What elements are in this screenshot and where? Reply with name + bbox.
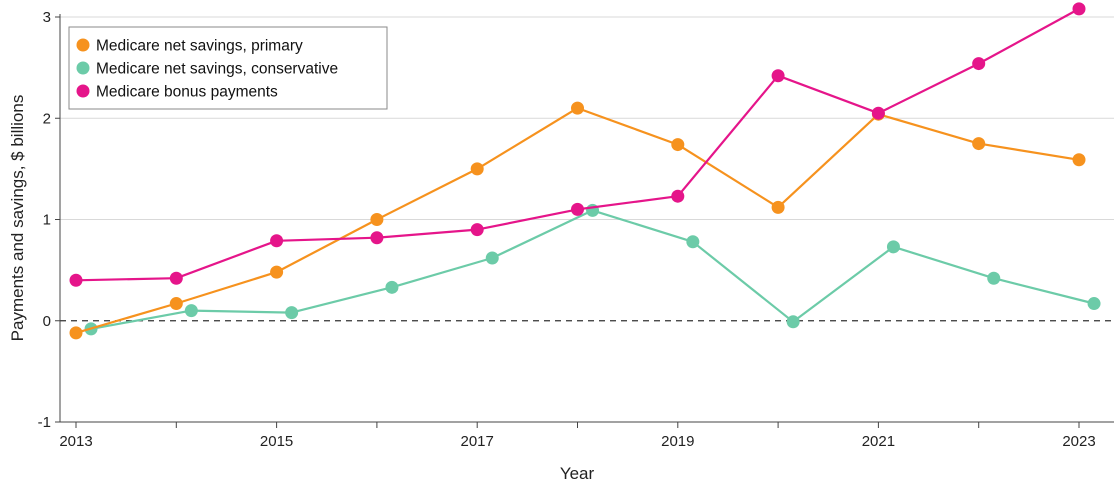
x-tick-labels: 2013 2015 2017 2019 2021 2023 [59,433,1095,450]
x-tick-label: 2023 [1062,433,1095,450]
series-line-primary [75,106,1080,334]
data-point-primary [972,137,986,151]
series-group [69,2,1101,340]
data-point-primary [69,326,83,340]
data-point-primary [470,162,484,176]
data-point-bonus [470,223,484,237]
data-point-conservative [686,235,700,249]
data-point-primary [771,200,785,214]
legend-marker-primary [76,38,90,52]
x-tick-label: 2013 [59,433,92,450]
data-point-conservative [184,304,198,318]
data-point-bonus [671,189,685,203]
x-tick-label: 2015 [260,433,293,450]
y-tick-label: 2 [43,110,51,127]
data-point-conservative [886,240,900,254]
data-point-bonus [871,106,885,120]
legend-label-bonus: Medicare bonus payments [96,84,278,101]
y-tick-label: 3 [43,9,51,26]
data-point-conservative [987,271,1001,285]
data-point-primary [370,213,384,226]
series-bonus [69,2,1086,287]
legend-marker-bonus [76,84,90,98]
legend: Medicare net savings, primary Medicare n… [68,26,388,110]
data-point-bonus [771,69,785,83]
data-point-conservative [385,280,399,294]
data-point-bonus [169,271,183,285]
data-point-primary [671,138,685,152]
y-tick-label: -1 [38,414,51,431]
legend-label-conservative: Medicare net savings, conservative [96,61,338,78]
data-point-conservative [1087,297,1101,311]
y-axis-title: Payments and savings, $ billions [8,95,27,342]
x-tick-label: 2019 [661,433,694,450]
x-axis-title: Year [560,464,595,483]
data-point-primary [571,101,584,115]
y-tick-labels: -1 0 1 2 3 [38,9,51,431]
x-tick-label: 2017 [461,433,494,450]
data-point-primary [270,265,284,279]
x-tick-label: 2021 [862,433,895,450]
y-tick-label: 0 [43,313,51,330]
y-tick-label: 1 [43,212,51,229]
axes [55,14,1114,428]
data-point-primary [1072,153,1086,167]
series-line-conservative [90,209,1095,330]
series-conservative [84,203,1101,336]
data-point-bonus [370,231,384,245]
legend-marker-conservative [76,61,90,75]
data-point-bonus [972,57,986,71]
data-point-conservative [786,315,800,329]
legend-label-primary: Medicare net savings, primary [96,38,303,55]
legend-box [68,26,388,110]
data-point-primary [169,297,183,311]
data-point-bonus [270,234,284,248]
data-point-bonus [69,273,83,287]
series-primary [69,101,1086,340]
data-point-bonus [1072,2,1086,16]
data-point-bonus [571,202,584,216]
data-point-conservative [285,306,299,320]
data-point-conservative [485,251,499,265]
